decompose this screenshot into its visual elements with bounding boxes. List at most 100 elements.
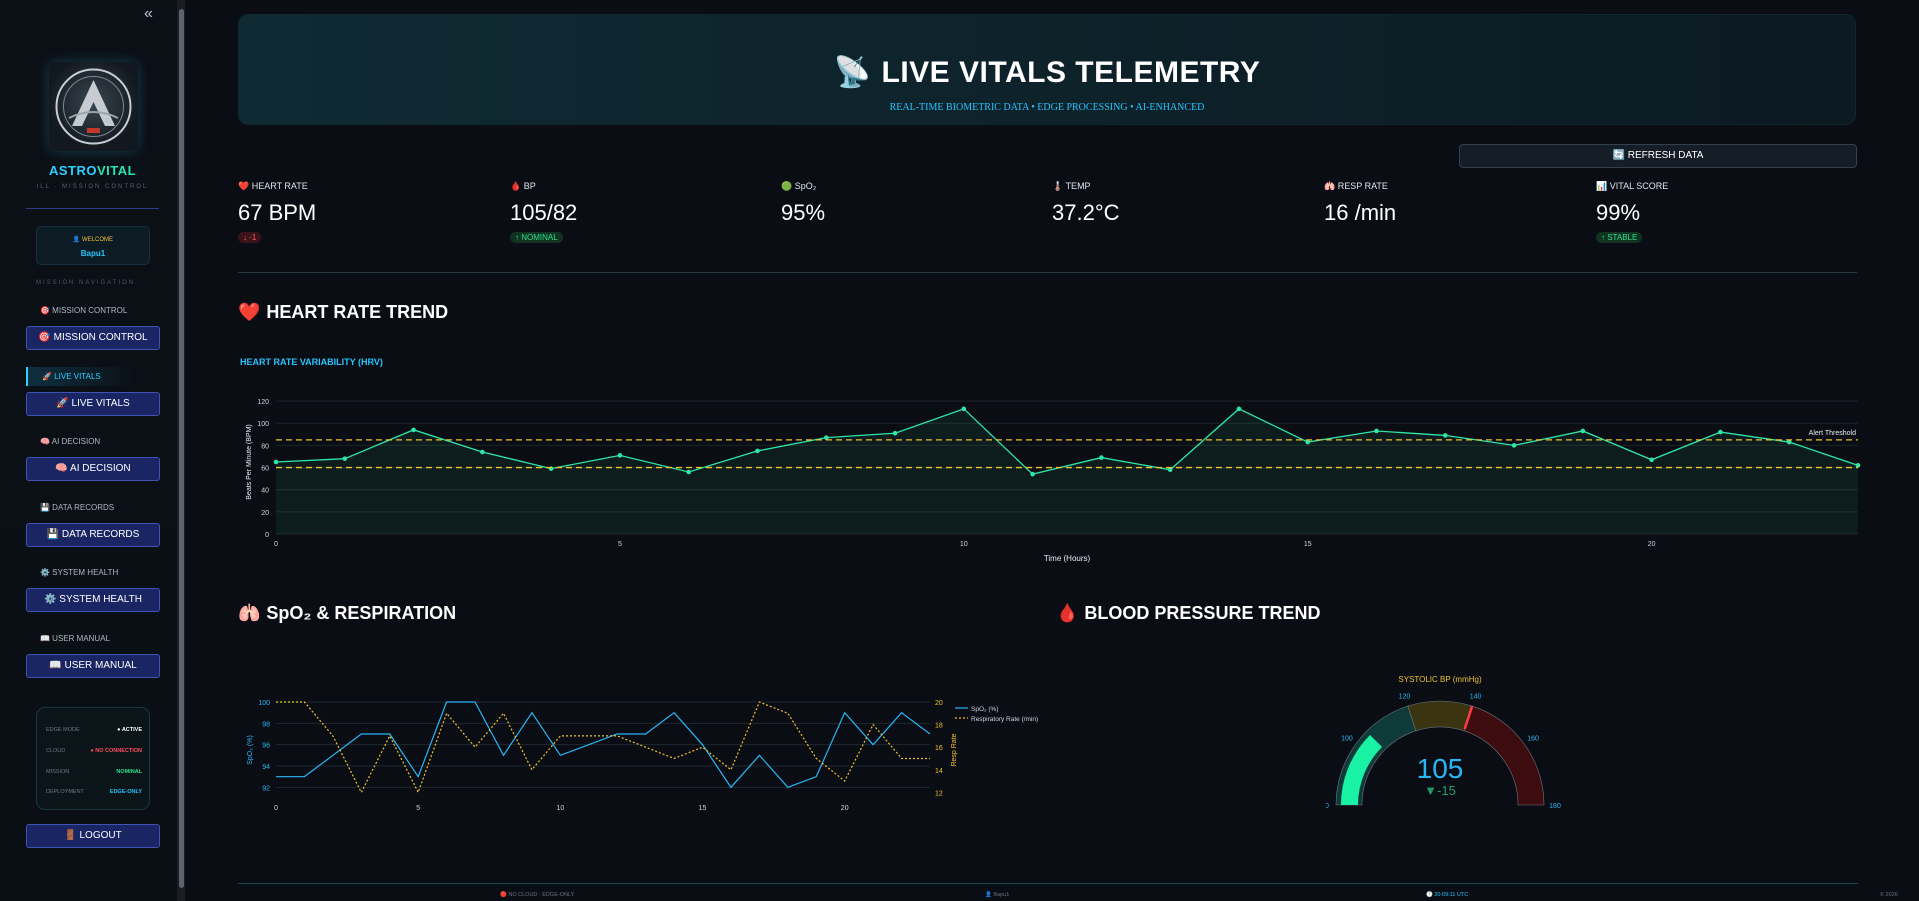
welcome-username: Bapu1: [80, 249, 106, 258]
data-point: [273, 459, 279, 465]
data-point: [342, 456, 348, 461]
gauge-title: SYSTOLIC BP (mmHg): [1398, 675, 1482, 684]
series-line: [275, 408, 1859, 475]
data-point: [1855, 463, 1861, 468]
gauge-delta: ▼-15: [1424, 783, 1456, 798]
gauge-band: [1463, 705, 1545, 806]
nav-label-data-records: 💾 DATA RECORDS: [40, 503, 115, 512]
metric-heart-rate: ❤️ HEART RATE 67 BPM ↓ -1: [238, 181, 438, 245]
legend-entry: Respiratory Rate (/min): [971, 716, 1038, 723]
data-point: [617, 453, 623, 458]
heart-icon: ❤️: [238, 181, 250, 191]
metric-delta-badge: ↓ -1: [238, 232, 262, 243]
y-tick-label: 120: [257, 399, 269, 406]
nav-label-system-health: ⚙️ SYSTEM HEALTH: [40, 568, 119, 577]
systolic-bp-gauge: 80 100 120 140 160 180 SYSTOLIC BP (mmHg) 105▼-…: [1326, 675, 1561, 810]
welcome-card: 👤 WELCOME Bapu1: [36, 226, 150, 265]
x-tick-label: 20: [841, 805, 849, 812]
lungs-icon: 🫁: [238, 603, 261, 623]
sidebar: « ASTROVITAL ILL · MISSION CONTROL 👤 WEL…: [0, 0, 178, 901]
data-point: [1649, 457, 1654, 463]
nav-label-mission-control: 🎯 MISSION CONTROL: [40, 306, 128, 315]
data-point: [686, 469, 691, 475]
y2-tick-label: 20: [935, 700, 943, 707]
y2-tick-label: 12: [935, 790, 943, 797]
user-manual-button[interactable]: 📖 USER MANUAL: [26, 654, 160, 678]
x-tick-label: 10: [556, 805, 564, 812]
refresh-data-button[interactable]: 🔄 REFRESH DATA: [1459, 144, 1857, 168]
collapse-sidebar-icon[interactable]: «: [144, 5, 153, 22]
x-tick-label: 15: [699, 805, 707, 812]
metric-delta-badge: ↑ NOMINAL: [510, 232, 563, 243]
status-footer: 🔴 NO CLOUD · EDGE-ONLY 👤 Bapu1 🕐 20:09:1…: [0, 889, 1919, 901]
heart-rate-chart: 0 20 40 60 80 100 120 0 5 10 15 20 Time (Hours) Beats…: [246, 399, 1861, 563]
y-tick-label: 100: [257, 421, 269, 428]
gauge-tick-label: 80: [1326, 803, 1329, 810]
metric-value: 99%: [1596, 200, 1641, 225]
data-point: [1511, 443, 1517, 448]
y2-axis-label: Resp Rate: [951, 733, 958, 766]
y-tick-label: 98: [262, 721, 270, 728]
y2-tick-label: 14: [935, 768, 943, 775]
brand-subtitle: ILL · MISSION CONTROL: [36, 184, 149, 190]
section-divider: [238, 272, 1857, 273]
ai-decision-button[interactable]: 🧠 AI DECISION: [26, 457, 160, 481]
gauge-value-bar: [1341, 734, 1383, 805]
lungs-icon: 🫁: [1324, 181, 1336, 191]
sidebar-divider: [26, 208, 159, 209]
gauge-tick-label: 100: [1341, 735, 1353, 742]
thermometer-icon: 🌡️: [1052, 181, 1064, 191]
y-axis-label: SpO₂ (%): [247, 735, 254, 765]
live-vitals-button[interactable]: 🚀 LIVE VITALS: [26, 392, 160, 416]
data-point: [1167, 467, 1173, 473]
y2-tick-label: 18: [935, 723, 943, 730]
metric-value: 16 /min: [1324, 200, 1397, 225]
heart-rate-section-title: ❤️ HEART RATE TREND: [238, 302, 449, 322]
data-point: [480, 449, 485, 455]
metric-resp-rate: 🫁 RESP RATE 16 /min: [1324, 181, 1524, 226]
x-tick-label: 5: [618, 541, 622, 548]
logout-button[interactable]: 🚪 LOGOUT: [26, 824, 160, 848]
brand-name: ASTROVITAL: [48, 163, 137, 178]
area-fill: [276, 408, 1858, 534]
blood-drop-icon: 🩸: [510, 181, 522, 191]
data-point: [1580, 428, 1586, 434]
page-title: 📡 LIVE VITALS TELEMETRY: [833, 56, 1261, 89]
footer-divider: [238, 883, 1858, 884]
y-tick-label: 60: [261, 466, 269, 473]
data-records-button[interactable]: 💾 DATA RECORDS: [26, 523, 160, 547]
x-axis-label: Time (Hours): [1044, 554, 1091, 563]
gauge-band: [1407, 700, 1473, 732]
metric-vital-score: 📊 VITAL SCORE 99% ↑ STABLE: [1596, 181, 1796, 245]
sidebar-scrollbar-thumb[interactable]: [179, 9, 184, 888]
heart-icon: ❤️: [238, 302, 261, 322]
metric-temp: 🌡️ TEMP 37.2°C: [1052, 181, 1252, 226]
metric-value: 67 BPM: [238, 200, 317, 225]
series-line: [276, 701, 930, 794]
y-tick-label: 100: [258, 700, 270, 707]
system-health-button[interactable]: ⚙️ SYSTEM HEALTH: [26, 588, 160, 612]
metric-value: 105/82: [510, 200, 578, 225]
mission-control-button[interactable]: 🎯 MISSION CONTROL: [26, 326, 160, 350]
blood-drop-icon: 🩸: [1056, 603, 1079, 623]
nav-label-user-manual: 📖 USER MANUAL: [40, 634, 110, 643]
spo2-respiration-chart: 92 94 96 98 100 12 14 16 18 20 0 5 10 15 20 SpO₂ (%) Res…: [247, 700, 1038, 812]
data-point: [1305, 439, 1311, 445]
y-tick-label: 96: [262, 743, 270, 750]
footer-user: 👤 Bapu1: [985, 892, 1010, 898]
y-tick-label: 92: [262, 785, 270, 792]
data-point: [411, 427, 416, 433]
y-tick-label: 40: [261, 488, 269, 495]
legend-entry: SpO₂ (%): [971, 706, 998, 713]
gauge-tick-label: 120: [1399, 694, 1411, 701]
spo2-section-title: 🫁 SpO₂ & RESPIRATION: [238, 603, 457, 623]
bar-chart-icon: 📊: [1596, 181, 1608, 191]
gauge-threshold: [1463, 705, 1474, 730]
nav-label-ai-decision: 🧠 AI DECISION: [40, 437, 101, 446]
data-point: [1099, 455, 1104, 460]
welcome-label: 👤 WELCOME: [72, 237, 114, 243]
satellite-icon: 📡: [833, 56, 872, 89]
footer-copyright: © 2026: [1880, 892, 1898, 898]
hrv-chart-subtitle: HEART RATE VARIABILITY (HRV): [240, 357, 383, 367]
x-tick-label: 10: [960, 541, 968, 548]
